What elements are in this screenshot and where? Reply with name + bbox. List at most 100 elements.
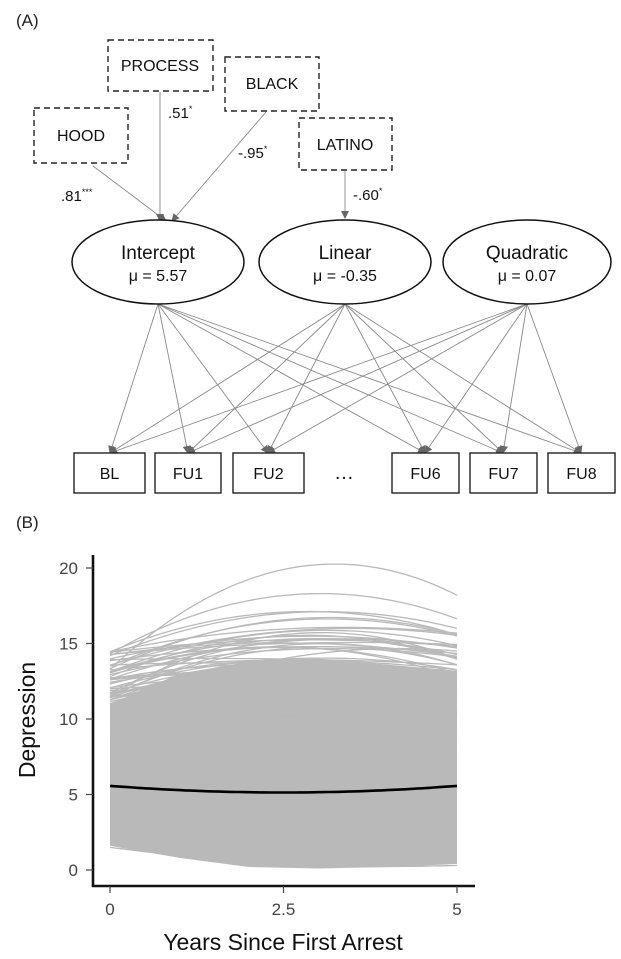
loading-linear-to-fu7 [344, 303, 504, 454]
observed-fu8-box [547, 452, 616, 494]
individual-trajectory [109, 694, 458, 717]
coef-process-value: .51 [168, 105, 189, 122]
loading-linear-to-fu2 [267, 303, 346, 454]
observed-fu2: FU2 [232, 452, 305, 494]
individual-trajectory [109, 643, 458, 698]
x-axis-ticks: 0 2.5 5 [105, 886, 462, 919]
coef-black-value: -.95 [238, 145, 264, 162]
x-tick-label: 0 [105, 900, 114, 919]
observed-fu7: FU7 [469, 452, 538, 494]
individual-trajectory [109, 692, 458, 719]
covariate-black-label: BLACK [246, 76, 299, 93]
individual-trajectory [109, 715, 458, 731]
observed-fu1-label: FU1 [173, 466, 203, 483]
covariate-process: PROCESS [107, 39, 214, 92]
observed-fu8: FU8 [547, 452, 616, 494]
coef-black-sig: * [264, 144, 268, 154]
covariate-black-box [224, 56, 320, 112]
loading-quadratic-to-fu8 [526, 303, 583, 454]
latent-intercept: Intercept μ = 5.57 [71, 219, 245, 305]
observed-fu8-label: FU8 [566, 466, 596, 483]
loading-intercept-to-fu2 [157, 303, 269, 454]
plot-area [109, 563, 458, 869]
individual-trajectory [109, 632, 458, 697]
y-tick-label: 5 [69, 786, 78, 805]
black-to-intercept-arrow [171, 111, 267, 222]
individual-trajectory [109, 629, 458, 673]
observed-fu6-label: FU6 [410, 466, 440, 483]
x-tick-label: 5 [452, 900, 461, 919]
individual-trajectory [109, 669, 458, 715]
covariate-latino-label: LATINO [317, 137, 374, 154]
panel-a-label: (A) [16, 11, 39, 30]
individual-trajectory [109, 716, 458, 735]
individual-trajectory [109, 611, 458, 657]
individual-trajectory [109, 626, 458, 653]
loading-linear-to-fu8 [344, 303, 582, 454]
coef-process: .51* [168, 104, 193, 122]
latent-linear: Linear μ = -0.35 [258, 219, 432, 305]
loading-quadratic-to-bl [109, 303, 528, 455]
loading-linear-to-fu1 [187, 303, 346, 454]
individual-trajectory [109, 682, 458, 713]
y-tick-label: 20 [59, 559, 78, 578]
latent-linear-name: Linear [319, 243, 372, 264]
observed-fu6: FU6 [391, 452, 460, 494]
covariate-latino: LATINO [298, 117, 393, 171]
individual-trajectory [109, 592, 458, 655]
loading-quadratic-to-fu7 [500, 303, 528, 454]
individual-trajectory [109, 684, 458, 716]
observed-bl-box [73, 452, 146, 494]
coef-hood: .81*** [61, 187, 93, 205]
loading-quadratic-to-fu1 [187, 303, 528, 454]
observed-bl: BL [73, 452, 146, 494]
individual-trajectory [109, 671, 458, 690]
individual-trajectory [109, 616, 458, 670]
loading-intercept-to-fu7 [157, 303, 504, 454]
latent-linear-ellipse [258, 219, 432, 305]
individual-trajectory [109, 711, 458, 748]
loading-intercept-to-bl [108, 303, 159, 454]
observed-fu6-box [391, 452, 460, 494]
individual-trajectory [109, 659, 458, 685]
individual-trajectory [109, 694, 458, 735]
coef-process-sig: * [189, 104, 193, 114]
loading-quadratic-to-fu6 [424, 303, 528, 454]
latent-linear-mean: μ = -0.35 [313, 268, 377, 285]
observed-fu1: FU1 [154, 452, 222, 494]
y-axis-ticks: 0 5 10 15 20 [59, 559, 93, 880]
loading-edges [108, 303, 583, 455]
coef-hood-value: .81 [61, 188, 82, 205]
covariate-hood-label: HOOD [57, 128, 105, 145]
loading-intercept-to-fu1 [157, 303, 191, 454]
y-axis-title: Depression [14, 662, 40, 778]
latent-intercept-ellipse [71, 219, 245, 305]
individual-trajectory [109, 618, 458, 667]
hood-to-intercept-arrow [92, 165, 167, 222]
loading-intercept-to-fu6 [157, 303, 426, 454]
latent-quadratic: Quadratic μ = 0.07 [442, 219, 612, 305]
x-axis-title: Years Since First Arrest [163, 929, 403, 955]
latent-intercept-mean: μ = 5.57 [129, 268, 188, 285]
observed-ellipsis: … [334, 462, 354, 484]
individual-trajectory [109, 664, 458, 694]
panel-b-label: (B) [16, 513, 39, 532]
observed-fu2-box [232, 452, 305, 494]
observed-fu1-box [154, 452, 222, 494]
coef-latino: -.60* [353, 186, 383, 204]
covariate-latino-box [298, 117, 393, 171]
covariate-process-label: PROCESS [121, 58, 199, 75]
individual-trajectory [109, 688, 458, 694]
latent-quadratic-mean: μ = 0.07 [498, 268, 557, 285]
individual-trajectory [109, 637, 458, 694]
individual-trajectory [109, 641, 458, 656]
mean-trajectory [109, 784, 458, 794]
y-tick-label: 15 [59, 635, 78, 654]
x-tick-label: 2.5 [272, 900, 296, 919]
individual-trajectory [109, 647, 458, 713]
latent-intercept-name: Intercept [121, 243, 196, 264]
latent-quadratic-ellipse [442, 219, 612, 305]
mean-trajectory-line [109, 784, 458, 794]
